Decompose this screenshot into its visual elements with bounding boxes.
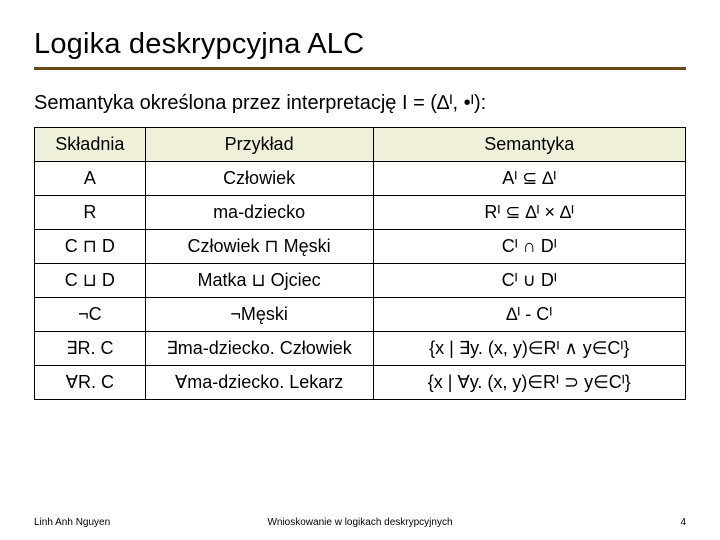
- slide-subtitle: Semantyka określona przez interpretację …: [34, 92, 686, 115]
- table-row: ¬C ¬Męski ∆ᴵ - Cᴵ: [35, 298, 686, 332]
- cell-example: ∀ma-dziecko. Lekarz: [145, 366, 373, 400]
- title-divider: [34, 67, 686, 70]
- cell-syntax: ¬C: [35, 298, 146, 332]
- cell-syntax: C ⊔ D: [35, 264, 146, 298]
- col-header-syntax: Składnia: [35, 128, 146, 162]
- cell-semantics: Rᴵ ⊆ ∆ᴵ × ∆ᴵ: [373, 196, 686, 230]
- cell-semantics: Aᴵ ⊆ ∆ᴵ: [373, 162, 686, 196]
- cell-syntax: ∃R. C: [35, 332, 146, 366]
- cell-syntax: R: [35, 196, 146, 230]
- col-header-example: Przykład: [145, 128, 373, 162]
- table-row: A Człowiek Aᴵ ⊆ ∆ᴵ: [35, 162, 686, 196]
- col-header-semantics: Semantyka: [373, 128, 686, 162]
- cell-semantics: {x | ∀y. (x, y)∈Rᴵ ⊃ y∈Cᴵ}: [373, 366, 686, 400]
- table-row: C ⊔ D Matka ⊔ Ojciec Cᴵ ∪ Dᴵ: [35, 264, 686, 298]
- cell-example: ¬Męski: [145, 298, 373, 332]
- cell-example: ∃ma-dziecko. Człowiek: [145, 332, 373, 366]
- cell-example: Matka ⊔ Ojciec: [145, 264, 373, 298]
- slide-footer: Linh Anh Nguyen Wnioskowanie w logikach …: [0, 517, 720, 528]
- footer-page-number: 4: [680, 517, 686, 528]
- table-row: R ma-dziecko Rᴵ ⊆ ∆ᴵ × ∆ᴵ: [35, 196, 686, 230]
- cell-syntax: ∀R. C: [35, 366, 146, 400]
- cell-syntax: C ⊓ D: [35, 230, 146, 264]
- cell-semantics: Cᴵ ∪ Dᴵ: [373, 264, 686, 298]
- cell-semantics: {x | ∃y. (x, y)∈Rᴵ ∧ y∈Cᴵ}: [373, 332, 686, 366]
- table-row: ∃R. C ∃ma-dziecko. Człowiek {x | ∃y. (x,…: [35, 332, 686, 366]
- cell-semantics: ∆ᴵ - Cᴵ: [373, 298, 686, 332]
- semantics-table: Składnia Przykład Semantyka A Człowiek A…: [34, 127, 686, 400]
- table-header-row: Składnia Przykład Semantyka: [35, 128, 686, 162]
- table-row: ∀R. C ∀ma-dziecko. Lekarz {x | ∀y. (x, y…: [35, 366, 686, 400]
- table-row: C ⊓ D Człowiek ⊓ Męski Cᴵ ∩ Dᴵ: [35, 230, 686, 264]
- slide-body: Logika deskrypcyjna ALC Semantyka określ…: [0, 0, 720, 400]
- cell-example: Człowiek: [145, 162, 373, 196]
- footer-author: Linh Anh Nguyen: [34, 517, 110, 528]
- cell-syntax: A: [35, 162, 146, 196]
- cell-semantics: Cᴵ ∩ Dᴵ: [373, 230, 686, 264]
- cell-example: Człowiek ⊓ Męski: [145, 230, 373, 264]
- slide-title: Logika deskrypcyjna ALC: [34, 28, 686, 61]
- cell-example: ma-dziecko: [145, 196, 373, 230]
